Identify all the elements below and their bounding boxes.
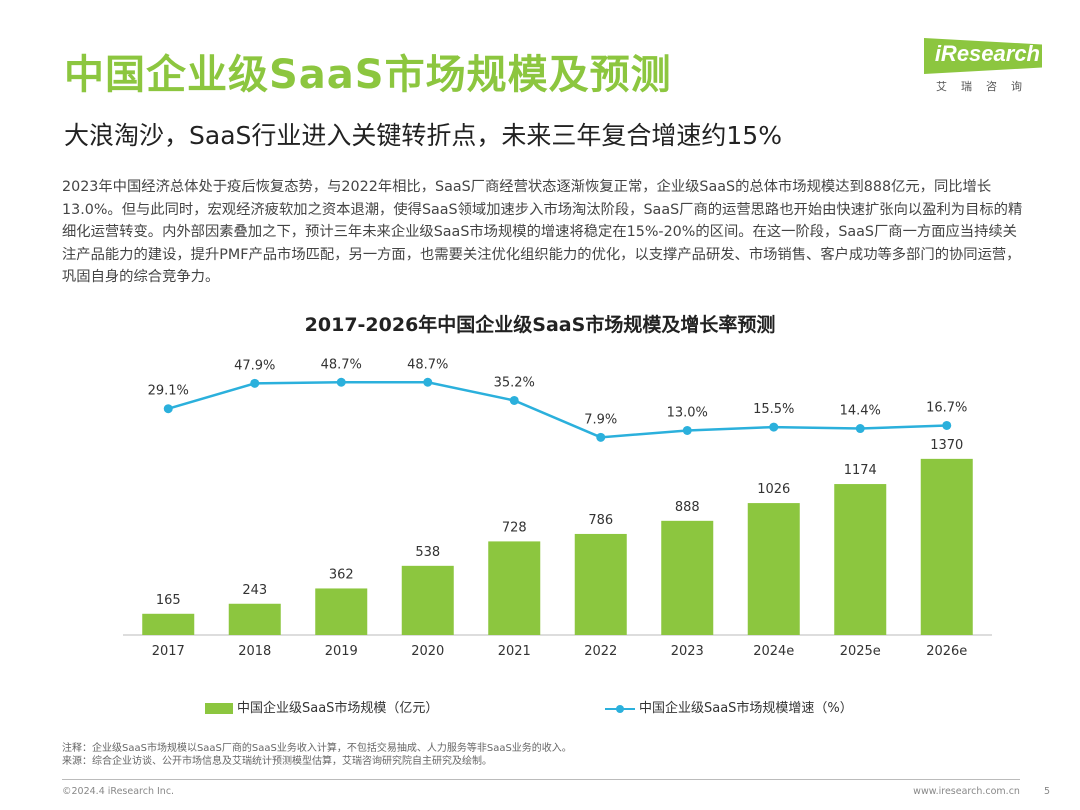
summary-paragraph: 2023年中国经济总体处于疫后恢复态势，与2022年相比，SaaS厂商经营状态逐… [62, 176, 1024, 289]
x-tick-label: 2021 [498, 644, 531, 659]
bar-value-label: 888 [675, 500, 700, 515]
legend-line-swatch [605, 703, 635, 714]
page-title: 中国企业级SaaS市场规模及预测 [64, 52, 672, 98]
summary-text: 2023年中国经济总体处于疫后恢复态势，与2022年相比，SaaS厂商经营状态逐… [62, 179, 1023, 286]
legend-line-label: 中国企业级SaaS市场规模增速（%） [639, 701, 853, 716]
x-tick-label: 2018 [238, 644, 271, 659]
growth-point [336, 377, 346, 387]
bar-value-label: 1174 [844, 463, 877, 478]
legend-bar-label: 中国企业级SaaS市场规模（亿元） [237, 701, 439, 716]
source-text: 来源：综合企业访谈、公开市场信息及艾瑞统计预测模型估算，艾瑞咨询研究院自主研究及… [62, 756, 492, 767]
growth-point [682, 425, 692, 435]
page-subtitle: 大浪淘沙，SaaS行业进入关键转折点，未来三年复合增速约15% [64, 121, 782, 150]
growth-value-label: 7.9% [584, 412, 617, 427]
bar-value-label: 538 [415, 545, 440, 560]
growth-value-label: 29.1% [148, 384, 189, 399]
x-tick-label: 2023 [671, 644, 704, 659]
legend-bar: 中国企业级SaaS市场规模（亿元） [205, 697, 438, 716]
x-tick-label: 2022 [584, 644, 617, 659]
bar-value-label: 362 [329, 567, 354, 582]
x-tick-label: 2025e [840, 644, 881, 659]
bar [228, 603, 281, 635]
x-tick-label: 2026e [926, 644, 967, 659]
growth-point [423, 377, 433, 387]
growth-value-label: 13.0% [667, 405, 708, 420]
x-tick-label: 2019 [325, 644, 358, 659]
website-url: www.iresearch.com.cn [913, 786, 1020, 797]
bar-value-label: 1026 [757, 482, 790, 497]
legend-line: 中国企业级SaaS市场规模增速（%） [605, 697, 853, 716]
growth-point [942, 420, 952, 430]
bar [834, 484, 887, 635]
page-number: 5 [1043, 786, 1050, 797]
note-text: 注释：企业级SaaS市场规模以SaaS厂商的SaaS业务收入计算，不包括交易抽成… [62, 743, 572, 754]
growth-value-label: 14.4% [840, 404, 881, 419]
bar-value-label: 728 [502, 520, 527, 535]
growth-line [167, 381, 947, 439]
combo-chart: 165 2017 243 2018 362 2019 538 2020 728 2021 786 20… [123, 357, 992, 659]
growth-point [509, 395, 519, 405]
chart-title: 2017-2026年中国企业级SaaS市场规模及增长率预测 [304, 314, 776, 336]
growth-value-label: 16.7% [926, 400, 967, 415]
legend-bar-swatch [205, 703, 233, 714]
footer-right: www.iresearch.com.cn 5 [913, 786, 1050, 797]
bar [574, 533, 627, 635]
bar [488, 541, 541, 635]
growth-point [250, 378, 260, 388]
notes: 注释：企业级SaaS市场规模以SaaS厂商的SaaS业务收入计算，不包括交易抽成… [62, 742, 572, 768]
growth-point [855, 424, 865, 434]
logo-banner [924, 38, 1042, 74]
bar [401, 565, 454, 635]
growth-value-label: 35.2% [494, 375, 535, 390]
x-tick-label: 2020 [411, 644, 444, 659]
bar-value-label: 786 [588, 513, 613, 528]
footer-divider [62, 779, 1020, 780]
growth-point [163, 404, 173, 414]
iresearch-logo: iResearch 艾瑞咨询 [912, 38, 1042, 98]
logo-subtext: 艾瑞咨询 [936, 80, 1036, 93]
bar [747, 503, 800, 635]
bar-value-label: 165 [156, 593, 181, 608]
growth-value-label: 48.7% [407, 357, 448, 372]
growth-value-label: 47.9% [234, 358, 275, 373]
logo-text: iResearch [934, 41, 1040, 66]
copyright: ©2024.4 iResearch Inc. [62, 786, 175, 797]
growth-value-label: 15.5% [753, 402, 794, 417]
bar [661, 520, 714, 635]
bar [142, 613, 195, 635]
bar-value-label: 243 [242, 583, 267, 598]
bar [920, 458, 973, 635]
growth-value-label: 48.7% [321, 357, 362, 372]
growth-point [769, 422, 779, 432]
x-tick-label: 2024e [753, 644, 794, 659]
growth-point [596, 432, 606, 442]
bar-value-label: 1370 [930, 438, 963, 453]
bar [315, 588, 368, 635]
x-tick-label: 2017 [152, 644, 185, 659]
